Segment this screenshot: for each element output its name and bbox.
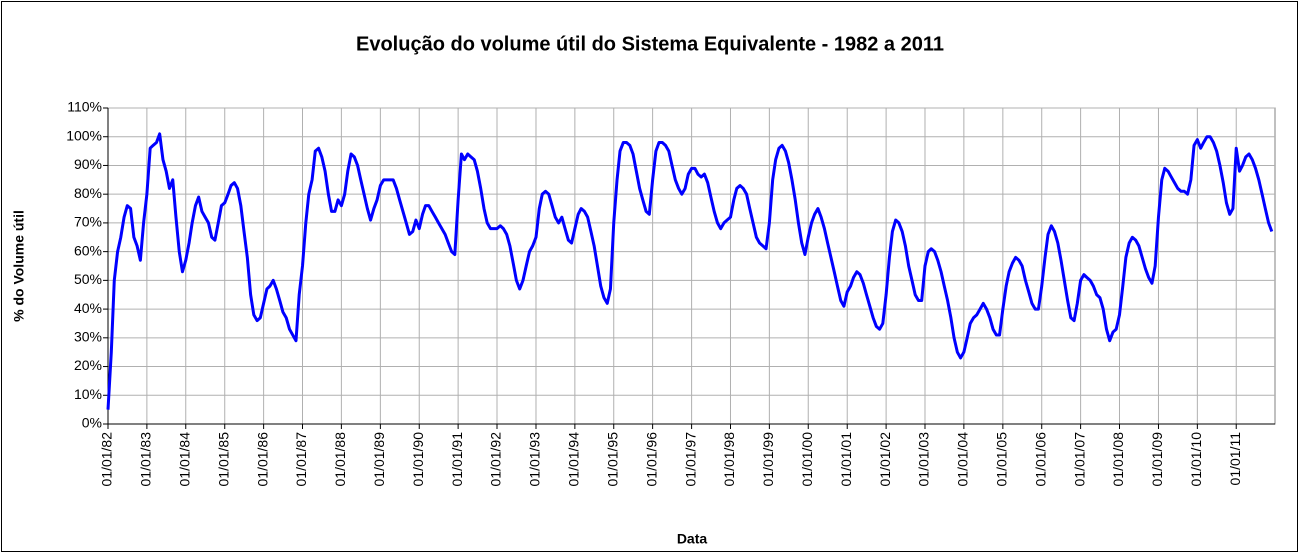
x-tick-label: 01/01/07 <box>1071 432 1087 487</box>
x-tick-label: 01/01/86 <box>254 432 270 487</box>
x-tick-label: 01/01/89 <box>371 432 387 487</box>
x-tick-label: 01/01/99 <box>760 432 776 487</box>
x-tick-label: 01/01/87 <box>293 432 309 487</box>
y-tick-label: 90% <box>74 156 102 172</box>
y-tick-label: 0% <box>82 415 102 431</box>
y-tick-label: 40% <box>74 300 102 316</box>
x-tick-label: 01/01/00 <box>799 432 815 487</box>
x-tick-label: 01/01/91 <box>449 432 465 487</box>
x-tick-label: 01/01/96 <box>643 432 659 487</box>
x-tick-label: 01/01/03 <box>916 432 932 487</box>
x-tick-label: 01/01/83 <box>138 432 154 487</box>
x-axis-label: Data <box>677 531 708 547</box>
y-tick-label: 70% <box>74 214 102 230</box>
x-tick-label: 01/01/88 <box>332 432 348 487</box>
chart-title: Evolução do volume útil do Sistema Equiv… <box>356 33 944 55</box>
x-tick-label: 01/01/02 <box>877 432 893 487</box>
y-tick-label: 60% <box>74 242 102 258</box>
x-tick-label: 01/01/97 <box>682 432 698 487</box>
x-tick-label: 01/01/85 <box>215 432 231 487</box>
x-tick-label: 01/01/98 <box>721 432 737 487</box>
x-tick-label: 01/01/90 <box>410 432 426 487</box>
x-tick-label: 01/01/04 <box>955 432 971 487</box>
y-tick-label: 100% <box>66 127 102 143</box>
y-tick-label: 10% <box>74 386 102 402</box>
x-tick-label: 01/01/94 <box>566 432 582 487</box>
y-tick-label: 80% <box>74 185 102 201</box>
x-tick-label: 01/01/11 <box>1227 432 1243 486</box>
y-tick-label: 20% <box>74 357 102 373</box>
y-tick-label: 50% <box>74 271 102 287</box>
y-tick-label: 30% <box>74 329 102 345</box>
x-tick-label: 01/01/92 <box>488 432 504 487</box>
x-tick-label: 01/01/84 <box>176 432 192 487</box>
x-tick-label: 01/01/95 <box>604 432 620 487</box>
y-axis-label: % do Volume útil <box>11 210 27 322</box>
y-tick-label: 110% <box>67 99 102 115</box>
x-tick-label: 01/01/08 <box>1110 432 1126 487</box>
data-line <box>106 132 1274 410</box>
x-tick-label: 01/01/82 <box>99 432 115 487</box>
x-tick-label: 01/01/06 <box>1032 432 1048 487</box>
x-tick-label: 01/01/05 <box>994 432 1010 487</box>
x-tick-label: 01/01/93 <box>527 432 543 487</box>
x-tick-label: 01/01/09 <box>1149 432 1165 487</box>
x-tick-label: 01/01/01 <box>838 432 854 487</box>
x-tick-label: 01/01/10 <box>1188 432 1204 487</box>
